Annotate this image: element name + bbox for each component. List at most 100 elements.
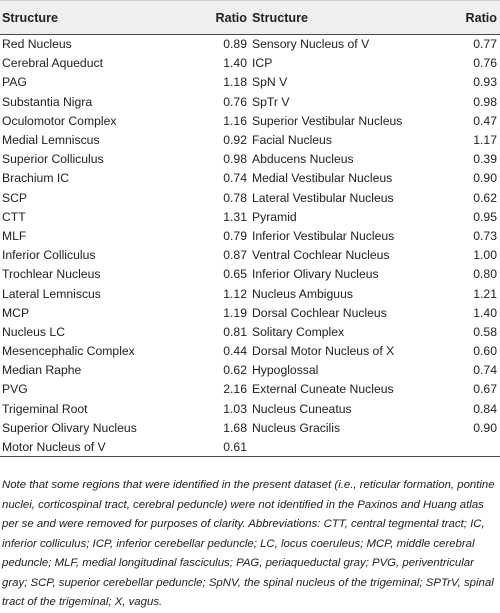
structure-cell: ICP [252, 56, 273, 71]
structure-cell: Medial Lemniscus [2, 133, 100, 148]
ratio-cell: 1.40 [223, 56, 247, 71]
structure-cell: Inferior Colliculus [2, 248, 96, 263]
ratio-cell: 0.78 [223, 190, 247, 205]
table-footnote: Note that some regions that were identif… [2, 479, 495, 609]
ratio-cell: 0.80 [473, 267, 497, 282]
ratio-cell: 0.84 [473, 401, 497, 416]
ratio-cell: 0.98 [473, 94, 497, 109]
structure-cell: Brachium IC [2, 171, 70, 186]
ratio-cell: 0.76 [223, 94, 247, 109]
structure-cell: Oculomotor Complex [2, 113, 117, 128]
ratio-cell: 0.74 [473, 363, 497, 378]
structure-cell: Medial Vestibular Nucleus [252, 171, 393, 186]
ratio-cell: 0.47 [473, 113, 497, 128]
table-row: Lateral Lemniscus 1.12 Nucleus Ambiguus 1.2… [0, 284, 500, 303]
structure-cell: Superior Olivary Nucleus [2, 420, 137, 435]
ratio-cell: 1.18 [223, 75, 247, 90]
ratio-cell: 1.12 [223, 286, 247, 301]
header-row: Structure Ratio Structure Ratio [0, 0, 500, 35]
ratio-header-right: Ratio [431, 0, 500, 35]
structure-header-left: Structure [0, 0, 181, 35]
structure-cell: SpN V [252, 75, 288, 90]
ratio-cell: 1.19 [223, 305, 247, 320]
ratio-cell: 1.31 [223, 209, 247, 224]
ratio-cell: 1.68 [223, 420, 247, 435]
ratio-cell: 0.98 [223, 152, 247, 167]
structure-cell: PAG [2, 75, 27, 90]
ratio-cell: 1.16 [223, 113, 247, 128]
ratio-cell: 0.65 [223, 267, 247, 282]
structure-cell: Motor Nucleus of V [0, 437, 181, 458]
ratio-cell: 0.60 [473, 344, 497, 359]
ratio-cell: 0.89 [223, 37, 247, 52]
table-row: Superior Olivary Nucleus 1.68 Nucleus Grac… [0, 418, 500, 437]
structure-cell: SpTr V [252, 94, 290, 109]
ratio-cell: 0.95 [473, 209, 497, 224]
structure-cell: Lateral Lemniscus [2, 286, 101, 301]
table-row: Substantia Nigra 0.76 SpTr V 0.98 [0, 92, 500, 111]
ratio-cell: 0.79 [223, 228, 247, 243]
structure-cell: Median Raphe [2, 363, 82, 378]
table-row: Oculomotor Complex 1.16 Superior Vestibula… [0, 111, 500, 130]
structure-cell: Dorsal Motor Nucleus of X [252, 344, 395, 359]
table-row: Medial Lemniscus 0.92 Facial Nucleus 1.17 [0, 130, 500, 149]
structure-cell: Ventral Cochlear Nucleus [252, 248, 390, 263]
structure-cell: Nucleus Gracilis [252, 420, 341, 435]
structure-cell: Substantia Nigra [2, 94, 93, 109]
ratio-cell: 2.16 [223, 382, 247, 397]
structure-cell: SCP [2, 190, 28, 205]
structure-cell: MCP [2, 305, 30, 320]
ratio-cell: 0.87 [223, 248, 247, 263]
table-row: PAG 1.18 SpN V 0.93 [0, 73, 500, 92]
table-row: Cerebral Aqueduct 1.40 ICP 0.76 [0, 54, 500, 73]
structure-cell: Superior Colliculus [2, 152, 104, 167]
table-row: Brachium IC 0.74 Medial Vestibular Nucleus… [0, 169, 500, 188]
structure-cell: Abducens Nucleus [252, 152, 354, 167]
ratio-cell: 0.73 [473, 228, 497, 243]
table-body: Red Nucleus 0.89 Sensory Nucleus of V 0.77 C… [0, 35, 500, 458]
structure-cell: Red Nucleus [2, 37, 72, 52]
structure-cell: Sensory Nucleus of V [252, 37, 370, 52]
structure-cell: Lateral Vestibular Nucleus [252, 190, 394, 205]
ratio-cell: 1.40 [473, 305, 497, 320]
structure-cell: Superior Vestibular Nucleus [252, 113, 403, 128]
table-row: Mesencephalic Complex 0.44 Dorsal Motor Nu… [0, 342, 500, 361]
structure-cell: Hypoglossal [252, 363, 319, 378]
ratio-cell: 1.21 [473, 286, 497, 301]
ratio-table: Structure Ratio Structure Ratio Red Nucl… [0, 0, 500, 458]
ratio-cell: 0.39 [473, 152, 497, 167]
structure-cell: Nucleus LC [2, 324, 65, 339]
structure-cell: Pyramid [252, 209, 297, 224]
structure-cell: MLF [2, 228, 27, 243]
ratio-cell: 1.17 [473, 133, 497, 148]
structure-cell [250, 437, 431, 458]
table-row: Red Nucleus 0.89 Sensory Nucleus of V 0.77 [0, 35, 500, 54]
table-row: Trochlear Nucleus 0.65 Inferior Olivary Nu… [0, 265, 500, 284]
ratio-header-left: Ratio [181, 0, 250, 35]
ratio-cell: 0.90 [473, 420, 497, 435]
table-row: Trigeminal Root 1.03 Nucleus Cuneatus 0.84 [0, 399, 500, 418]
ratio-cell: 0.62 [473, 190, 497, 205]
ratio-cell: 0.92 [223, 133, 247, 148]
ratio-cell: 0.44 [223, 344, 247, 359]
table-row: Median Raphe 0.62 Hypoglossal 0.74 [0, 361, 500, 380]
ratio-cell: 0.93 [473, 75, 497, 90]
ratio-cell: 0.90 [473, 171, 497, 186]
ratio-cell: 0.67 [473, 382, 497, 397]
table-row: CTT 1.31 Pyramid 0.95 [0, 207, 500, 226]
structure-cell: Nucleus Cuneatus [252, 401, 352, 416]
structure-cell: Nucleus Ambiguus [252, 286, 353, 301]
ratio-cell [431, 437, 500, 458]
structure-cell: Facial Nucleus [252, 133, 332, 148]
table-row: Nucleus LC 0.81 Solitary Complex 0.58 [0, 322, 500, 341]
structure-cell: PVG [2, 382, 28, 397]
structure-cell: Mesencephalic Complex [2, 344, 135, 359]
structure-cell: Cerebral Aqueduct [2, 56, 103, 71]
ratio-cell: 0.58 [473, 324, 497, 339]
structure-cell: External Cuneate Nucleus [252, 382, 394, 397]
table-row: MLF 0.79 Inferior Vestibular Nucleus 0.73 [0, 226, 500, 245]
table-row: PVG 2.16 External Cuneate Nucleus 0.67 [0, 380, 500, 399]
structure-cell: Inferior Olivary Nucleus [252, 267, 379, 282]
structure-cell: Solitary Complex [252, 324, 345, 339]
